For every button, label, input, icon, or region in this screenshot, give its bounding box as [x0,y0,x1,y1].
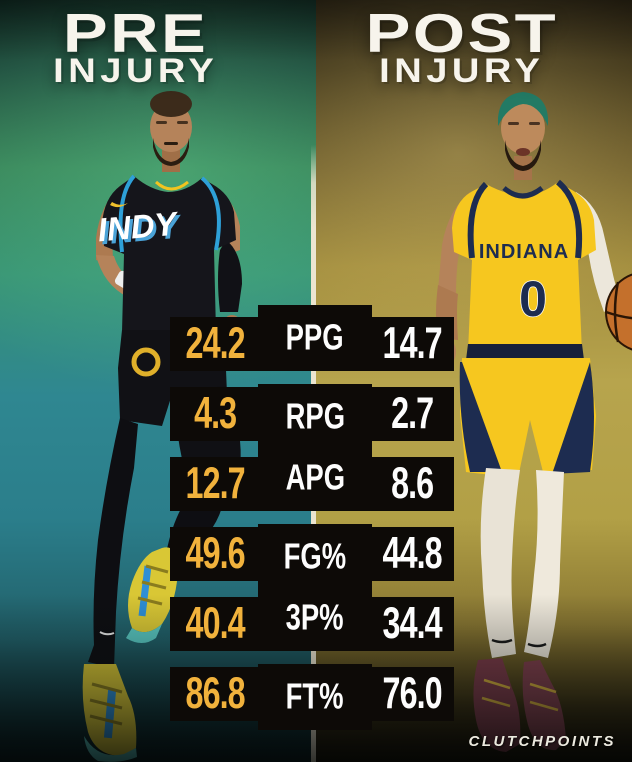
stat-label-box: FT% [258,664,372,730]
post-value: 2.7 [390,388,434,439]
post-jersey-number: 0 [519,271,547,327]
stat-row-apg: 12.7 APG 8.6 [170,445,454,517]
pre-value-box: 86.8 [170,667,260,721]
post-value: 76.0 [382,668,442,719]
post-value-box: 34.4 [370,597,454,651]
stat-label: APG [285,457,345,498]
stat-label-box: FG% [258,524,372,590]
stat-row-ft-pct: 86.8 FT% 76.0 [170,661,454,730]
post-value: 44.8 [382,528,442,579]
pre-value: 40.4 [185,598,245,649]
post-value-box: 8.6 [370,457,454,511]
pre-player-hair [150,91,192,117]
post-value-box: 14.7 [370,317,454,371]
pre-value: 24.2 [185,318,245,369]
clutchpoints-watermark: CLUTCHPOINTS [468,733,616,750]
stat-label-box: 3P% [258,585,372,651]
post-value-box: 2.7 [370,387,454,441]
pre-jersey-text: INDY [96,204,181,248]
pre-value: 12.7 [185,458,245,509]
post-value: 34.4 [382,598,442,649]
stat-row-ppg: 24.2 PPG 14.7 [170,305,454,377]
stat-label-box: APG [258,445,372,511]
stat-row-rpg: 4.3 RPG 2.7 [170,381,454,450]
post-injury-title: POST INJURY [304,2,620,90]
stat-label-box: PPG [258,305,372,371]
stat-row-3p-pct: 40.4 3P% 34.4 [170,585,454,657]
arm-sleeve [218,240,242,312]
post-value-box: 76.0 [370,667,454,721]
post-value: 14.7 [382,318,442,369]
pre-value: 49.6 [185,528,245,579]
pre-value-box: 12.7 [170,457,260,511]
pre-value-box: 24.2 [170,317,260,371]
pre-title-line1: PRE [63,2,209,64]
post-jersey-text: INDIANA [479,241,569,263]
pre-value: 86.8 [185,668,245,719]
stat-label: 3P% [286,597,344,638]
stat-label: PPG [286,317,344,358]
stat-label: FT% [286,676,344,717]
stat-row-fg-pct: 49.6 FG% 44.8 [170,521,454,590]
post-title-line2: INJURY [379,52,545,90]
pre-value-box: 49.6 [170,527,260,581]
post-title-line1: POST [365,2,559,64]
stat-label-box: RPG [258,384,372,450]
pre-title-line2: INJURY [53,52,219,90]
stat-label: FG% [283,536,347,577]
pre-injury-title: PRE INJURY [0,2,294,90]
pre-value: 4.3 [193,388,237,439]
pre-value-box: 40.4 [170,597,260,651]
pre-value-box: 4.3 [170,387,260,441]
post-value-box: 44.8 [370,527,454,581]
post-injury-player-photo: INDIANA 0 [436,92,632,752]
post-value: 8.6 [390,458,434,509]
stat-label: RPG [285,396,345,437]
